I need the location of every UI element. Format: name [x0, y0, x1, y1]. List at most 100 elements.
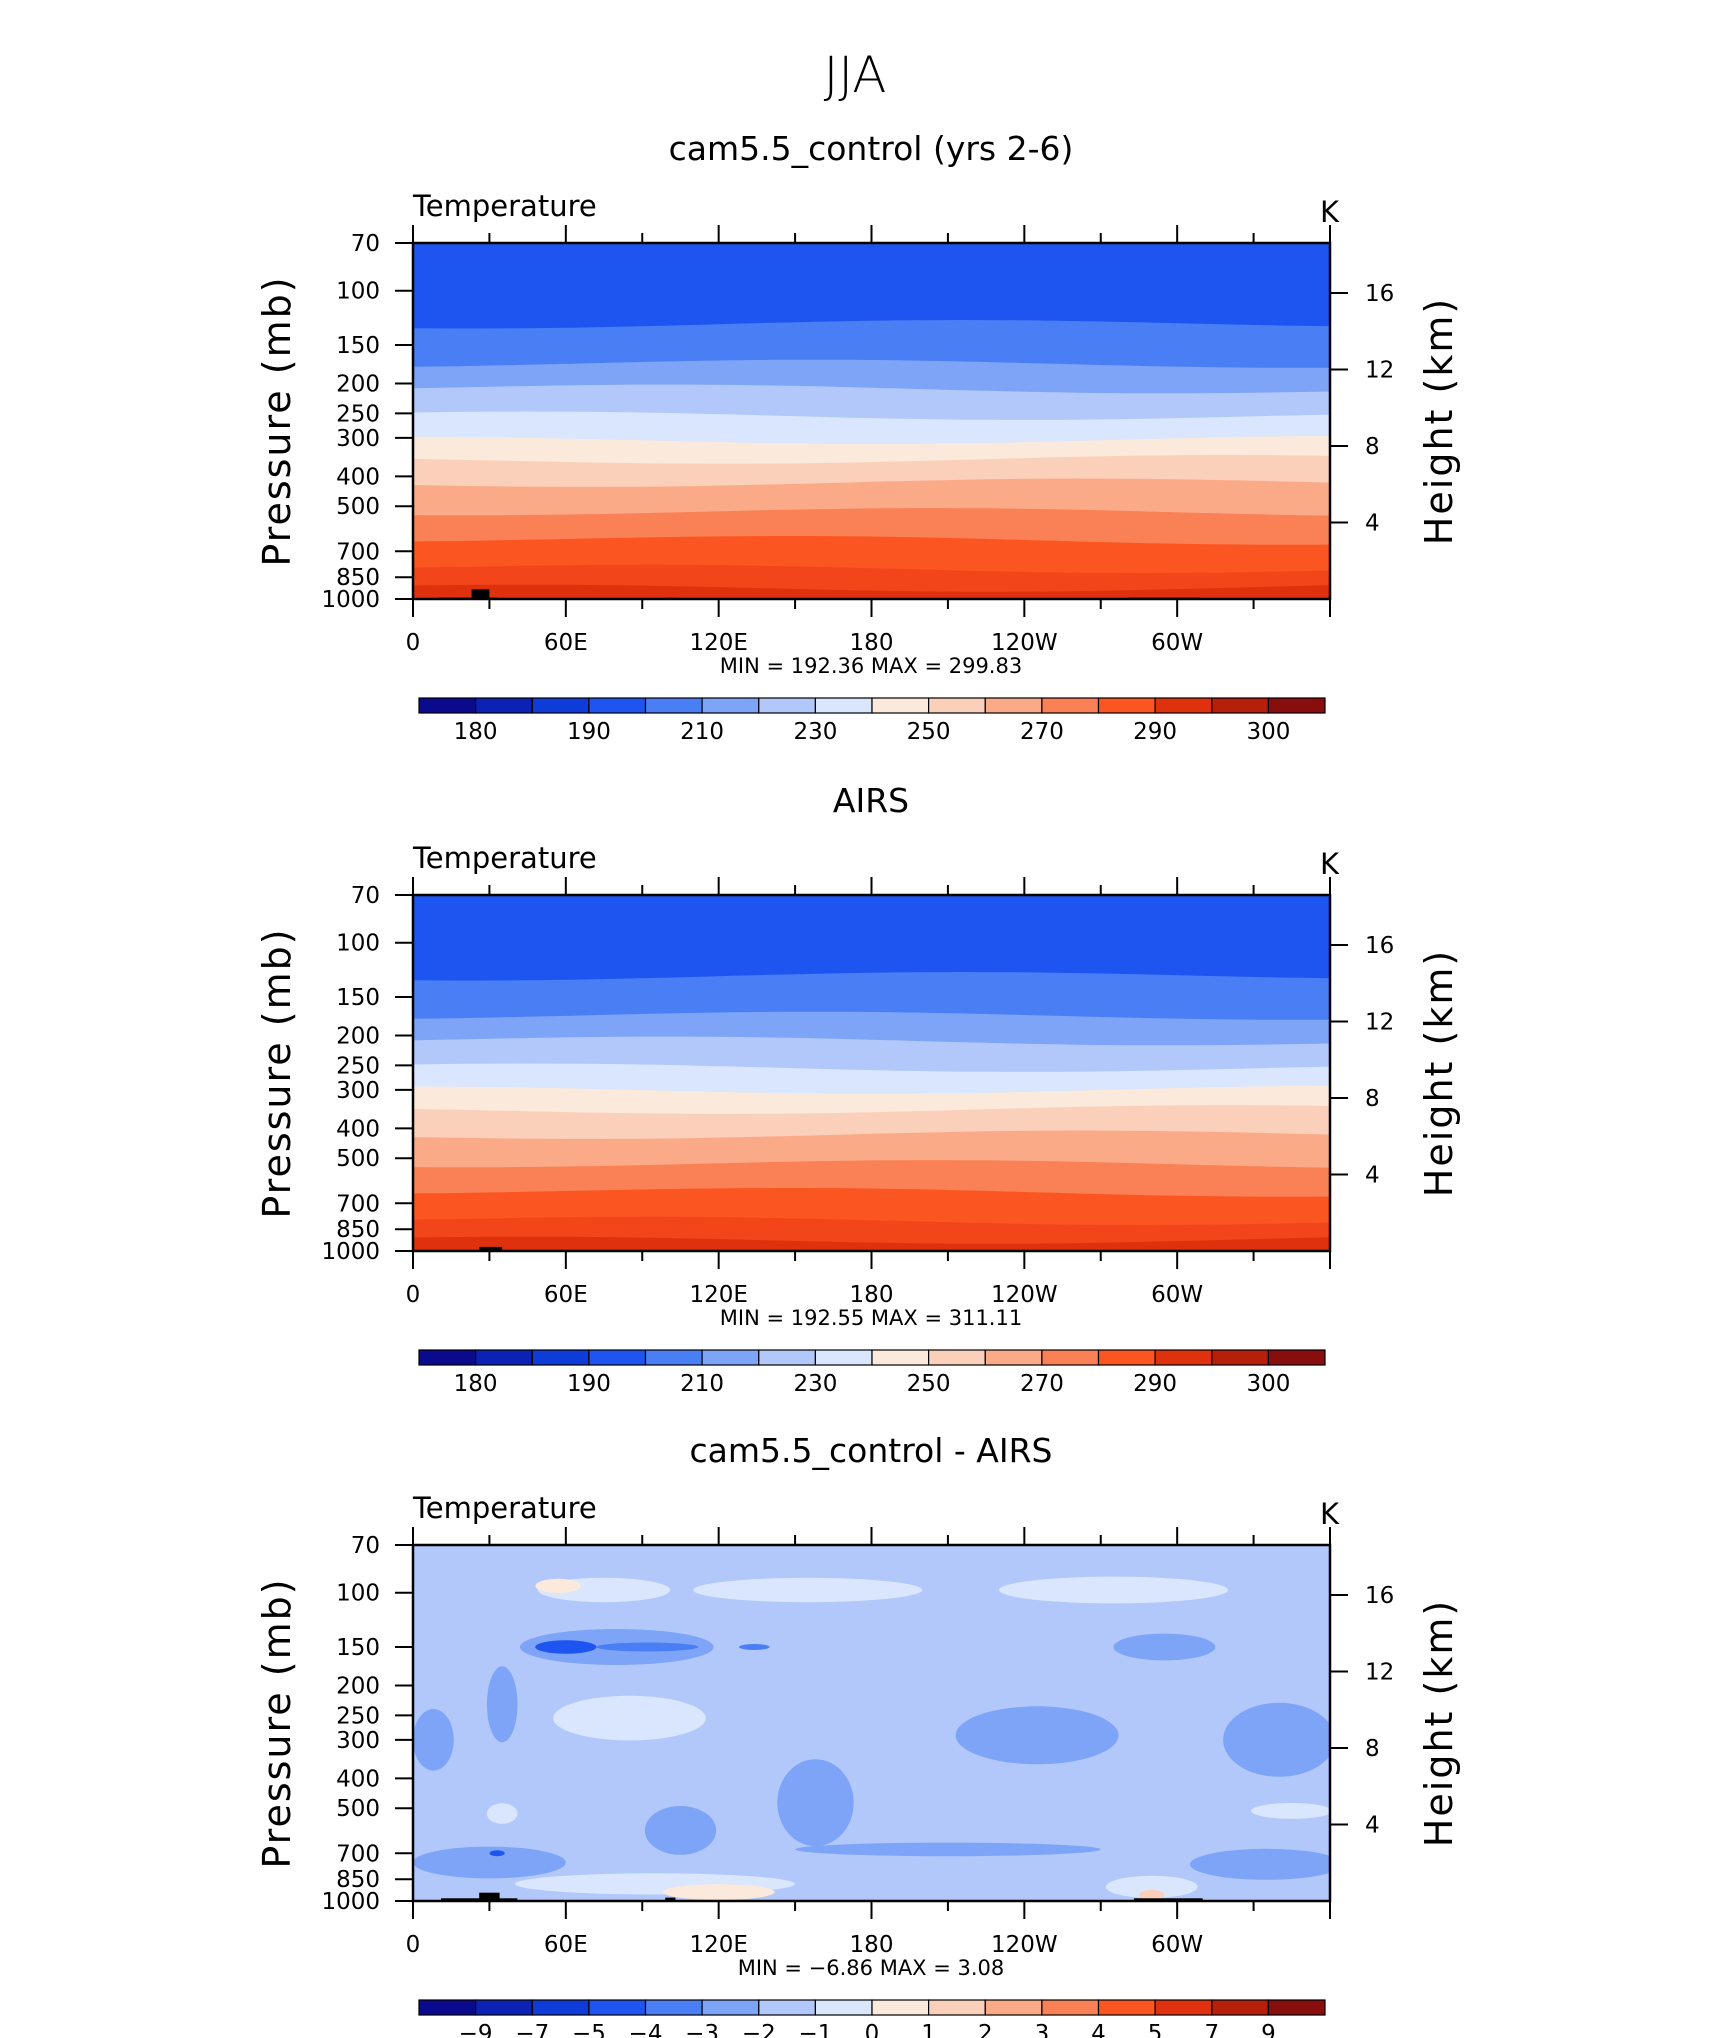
colorbar-box	[418, 1999, 477, 2016]
contour-region	[413, 1709, 454, 1771]
colorbar-box	[701, 697, 760, 714]
x-tick-label: 60W	[1151, 1282, 1203, 1308]
panel-title: AIRS	[833, 781, 909, 820]
panel-title: cam5.5_control - AIRS	[690, 1431, 1053, 1470]
y-tick-label: 100	[336, 1581, 380, 1607]
y-right-tick-label: 4	[1365, 1813, 1380, 1839]
y-tick-label: 70	[351, 1533, 380, 1559]
colorbar-label: 0	[865, 2021, 880, 2038]
colorbar-label: −1	[798, 2021, 832, 2038]
colorbar-label: 1	[921, 2021, 936, 2038]
contour-region	[596, 1642, 699, 1652]
chart-panel-1: cam5.5_control (yrs 2-6) Temperature K 0 60E…	[255, 129, 1461, 745]
contour-region	[955, 1706, 1119, 1765]
y-tick-label: 100	[336, 279, 380, 305]
colorbar-label: 270	[1020, 1371, 1064, 1397]
y-right-tick-label: 8	[1365, 1736, 1380, 1762]
contour-band	[413, 895, 1330, 984]
x-tick-label: 120W	[991, 1932, 1058, 1958]
y-axis-title: Pressure (mb)	[255, 275, 299, 566]
colorbar-box	[531, 1999, 590, 2016]
colorbar-box	[1154, 1349, 1213, 1366]
y-tick-label: 500	[336, 1796, 380, 1822]
colorbar-box	[927, 1349, 986, 1366]
colorbar-box	[1041, 697, 1100, 714]
colorbar-box	[531, 697, 590, 714]
colorbar-box	[588, 1999, 647, 2016]
chart-panel-2: AIRS Temperature K 0 60E 120E 180 120W 60W 70 100 1…	[255, 781, 1461, 1397]
colorbar-label: 300	[1246, 1371, 1290, 1397]
colorbar-label: −9	[459, 2021, 493, 2038]
colorbar-box	[1097, 1349, 1156, 1366]
colorbar-box	[927, 1999, 986, 2016]
contour-field	[413, 1545, 1330, 1901]
contour-region	[693, 1577, 923, 1603]
min-max-stats: MIN = 192.36 MAX = 299.83	[720, 654, 1022, 678]
contour-region	[1113, 1633, 1216, 1661]
y-tick-label: 250	[336, 401, 380, 427]
colorbar-label: 250	[907, 719, 951, 745]
contour-region	[777, 1759, 854, 1847]
colorbar-label: −7	[515, 2021, 549, 2038]
contour-region	[413, 1846, 566, 1879]
y-right-axis-title: Height (km)	[1417, 297, 1461, 545]
y-axis-title: Pressure (mb)	[255, 927, 299, 1218]
y-tick-label: 250	[336, 1053, 380, 1079]
contour-region	[998, 1576, 1229, 1604]
colorbar-box	[871, 1349, 930, 1366]
contour-region	[553, 1695, 706, 1741]
y-tick-label: 850	[336, 1217, 380, 1243]
colorbar-label: 7	[1204, 2021, 1219, 2038]
topography	[479, 1892, 500, 1901]
contour-region	[1105, 1875, 1198, 1898]
colorbar-label: 290	[1133, 719, 1177, 745]
y-right-tick-label: 8	[1365, 1086, 1380, 1112]
contour-region	[739, 1644, 770, 1650]
colorbar-box	[531, 1349, 590, 1366]
colorbar-label: −4	[629, 2021, 663, 2038]
y-right-tick-label: 12	[1365, 1010, 1394, 1036]
y-right-tick-label: 8	[1365, 434, 1380, 460]
y-axis-title: Pressure (mb)	[255, 1577, 299, 1868]
contour-region	[795, 1842, 1101, 1857]
colorbar-label: 290	[1133, 1371, 1177, 1397]
colorbar-box	[1211, 1349, 1270, 1366]
contour-region	[489, 1850, 505, 1857]
y-tick-label: 200	[336, 372, 380, 398]
y-tick-label: 100	[336, 931, 380, 957]
y-right-tick-label: 4	[1365, 511, 1380, 537]
x-tick-label: 180	[850, 630, 894, 656]
contour-region	[1223, 1702, 1330, 1777]
y-tick-label: 250	[336, 1703, 380, 1729]
min-max-stats: MIN = −6.86 MAX = 3.08	[738, 1956, 1005, 1980]
contour-region	[662, 1884, 775, 1900]
x-tick-label: 120E	[689, 1932, 747, 1958]
variable-label: Temperature	[412, 1491, 597, 1525]
y-tick-label: 400	[336, 1766, 380, 1792]
colorbar-box	[927, 697, 986, 714]
colorbar-box	[1211, 697, 1270, 714]
colorbar-label: −5	[572, 2021, 606, 2038]
y-tick-label: 70	[351, 231, 380, 257]
contour-band	[413, 411, 1330, 446]
x-tick-label: 0	[406, 1932, 421, 1958]
colorbar-box	[984, 1349, 1043, 1366]
colorbar-label: 190	[567, 719, 611, 745]
colorbar-label: −2	[742, 2021, 776, 2038]
y-tick-label: 500	[336, 1146, 380, 1172]
y-tick-label: 150	[336, 1635, 380, 1661]
colorbar-box	[1211, 1999, 1270, 2016]
y-tick-label: 400	[336, 464, 380, 490]
colorbar-label: 250	[907, 1371, 951, 1397]
y-right-tick-label: 16	[1365, 933, 1394, 959]
colorbar-box	[814, 1349, 873, 1366]
colorbar-box	[1267, 1999, 1326, 2016]
y-tick-label: 1000	[321, 1889, 380, 1915]
x-tick-label: 180	[850, 1932, 894, 1958]
colorbar-box	[475, 1349, 533, 1366]
y-tick-label: 850	[336, 565, 380, 591]
contour-region	[1139, 1889, 1165, 1900]
y-tick-label: 1000	[321, 1239, 380, 1265]
contour-field	[413, 243, 1330, 599]
contour-region	[1251, 1803, 1330, 1819]
